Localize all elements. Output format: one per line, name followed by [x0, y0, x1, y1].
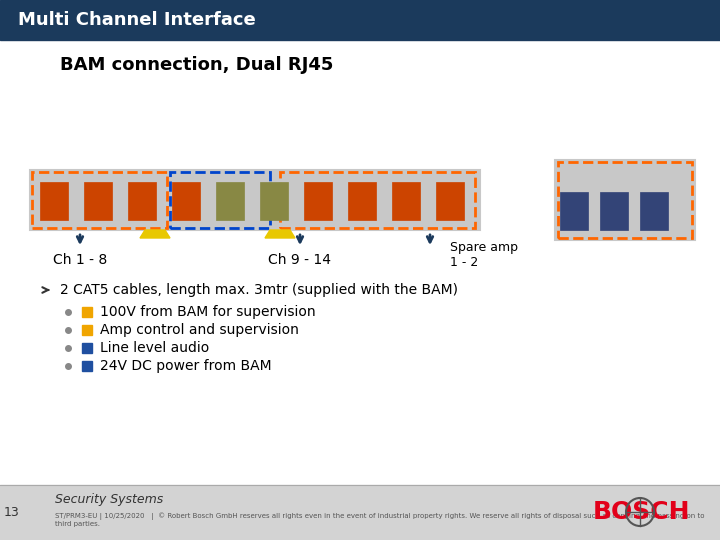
Bar	[348, 182, 376, 220]
Bar	[170, 172, 270, 228]
Text: BAM connection, Dual RJ45: BAM connection, Dual RJ45	[60, 56, 333, 74]
Bar	[304, 182, 332, 220]
Text: 13: 13	[4, 505, 20, 518]
Polygon shape	[265, 230, 295, 238]
Bar	[600, 192, 628, 230]
Bar	[0, 0, 720, 40]
Bar	[84, 182, 112, 220]
Text: 2 CAT5 cables, length max. 3mtr (supplied with the BAM): 2 CAT5 cables, length max. 3mtr (supplie…	[60, 283, 458, 297]
Bar	[82, 361, 92, 371]
Text: Multi Channel Interface: Multi Channel Interface	[18, 11, 256, 29]
Bar	[32, 172, 167, 228]
Bar	[436, 182, 464, 220]
Bar	[558, 162, 692, 238]
Bar	[40, 182, 68, 220]
Bar	[555, 160, 695, 240]
Bar	[128, 182, 156, 220]
Bar	[260, 182, 288, 220]
Bar	[560, 192, 588, 230]
Text: Security Systems: Security Systems	[55, 494, 163, 507]
Text: ST/PRM3-EU | 10/25/2020   |  © Robert Bosch GmbH reserves all rights even in the: ST/PRM3-EU | 10/25/2020 | © Robert Bosch…	[55, 512, 704, 528]
Bar	[82, 325, 92, 335]
Text: Amp control and supervision: Amp control and supervision	[100, 323, 299, 337]
Bar	[640, 192, 668, 230]
Bar	[216, 182, 244, 220]
Bar	[172, 182, 200, 220]
Text: 100V from BAM for supervision: 100V from BAM for supervision	[100, 305, 315, 319]
Text: Ch 9 - 14: Ch 9 - 14	[269, 253, 331, 267]
Text: Spare amp
1 - 2: Spare amp 1 - 2	[450, 241, 518, 269]
Text: BOSCH: BOSCH	[593, 500, 690, 524]
Bar	[30, 170, 480, 230]
Bar	[392, 182, 420, 220]
Polygon shape	[140, 230, 170, 238]
Bar	[82, 307, 92, 317]
Bar	[280, 172, 475, 228]
Text: Line level audio: Line level audio	[100, 341, 210, 355]
Text: 24V DC power from BAM: 24V DC power from BAM	[100, 359, 271, 373]
Text: Ch 1 - 8: Ch 1 - 8	[53, 253, 107, 267]
Bar	[82, 343, 92, 353]
Bar	[0, 485, 720, 540]
